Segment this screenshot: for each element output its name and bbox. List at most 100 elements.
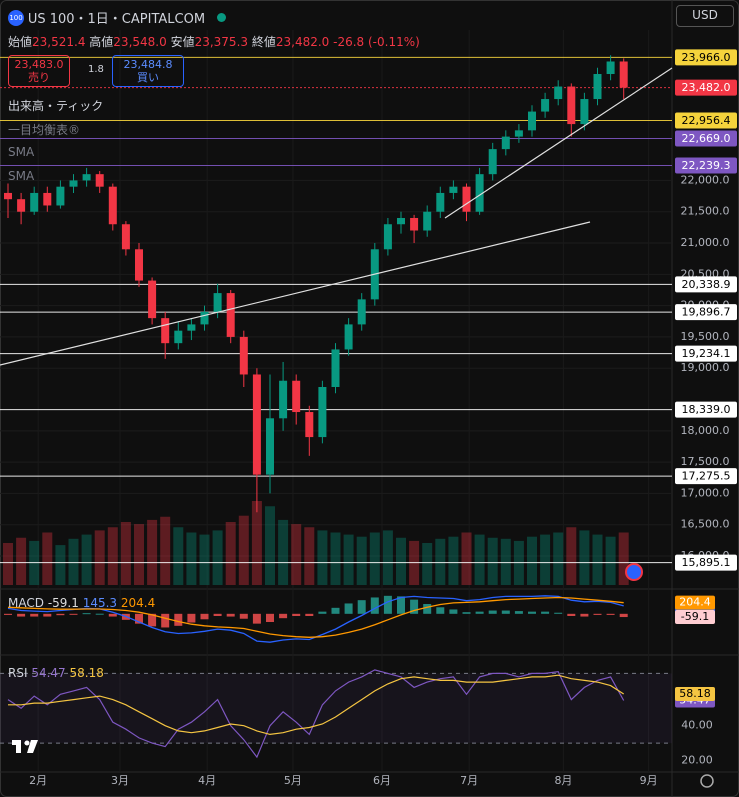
price-label: 19,896.7 xyxy=(682,306,731,319)
price-label-bg xyxy=(675,79,737,96)
currency-select[interactable]: USD xyxy=(676,5,734,27)
sell-button[interactable]: 23,483.0 売り xyxy=(8,55,70,87)
candle-body xyxy=(475,174,484,212)
macd-histogram-bar xyxy=(108,613,117,617)
ohlc-row: 始値23,521.4 高値23,548.0 安値23,375.3 終値23,48… xyxy=(8,33,420,50)
tv-logo xyxy=(12,740,38,753)
macd-histogram-bar xyxy=(370,597,379,614)
candle-body xyxy=(56,186,65,206)
price-label-bg xyxy=(675,345,737,362)
candle-body xyxy=(514,130,523,137)
macd-histogram-bar xyxy=(567,613,576,616)
volume-bar xyxy=(212,530,223,585)
change: -26.8 (-0.11%) xyxy=(333,35,420,49)
spread: 1.8 xyxy=(88,64,104,75)
macd-histogram-bar xyxy=(344,603,353,614)
macd-histogram-bar xyxy=(397,596,405,614)
macd-histogram-bar xyxy=(226,613,235,617)
ohlc-value: 23,375.3 xyxy=(194,35,249,49)
indicator-label[interactable]: SMA xyxy=(8,145,35,159)
trend-line[interactable] xyxy=(444,67,673,219)
y-tick-label: 16,500.0 xyxy=(681,518,730,531)
candle-body xyxy=(4,192,12,200)
volume-bar xyxy=(107,527,118,585)
volume-bar xyxy=(16,537,27,585)
buy-label: 買い xyxy=(137,71,159,84)
axis-value: -59.1 xyxy=(681,610,709,623)
macd-histogram-bar xyxy=(619,613,628,618)
candle-body xyxy=(200,311,209,325)
price-label: 23,966.0 xyxy=(682,51,731,64)
macd-histogram-bar xyxy=(331,607,340,614)
volume-bar xyxy=(120,522,131,585)
volume-bar xyxy=(186,532,197,585)
y-tick-label: 21,500.0 xyxy=(681,205,730,218)
macd-histogram-bar xyxy=(501,610,510,614)
trend-line[interactable] xyxy=(0,221,591,366)
candle-body xyxy=(121,224,130,250)
candle-body xyxy=(148,280,157,319)
volume-bar xyxy=(396,537,406,585)
sell-label: 売り xyxy=(28,71,50,84)
volume-bar xyxy=(42,532,53,585)
rsi-legend: RSI 54.47 58.18 xyxy=(8,666,104,680)
volume-bar xyxy=(382,530,393,585)
volume-bar xyxy=(527,536,537,585)
event-flag[interactable] xyxy=(625,563,643,581)
ohlc-value: 23,521.4 xyxy=(32,35,86,49)
macd-histogram-bar xyxy=(69,613,78,615)
candle-body xyxy=(331,349,340,387)
indicator-label[interactable]: 出来高・ティック xyxy=(8,99,104,113)
macd-histogram-bar xyxy=(135,613,143,624)
price-label: 15,895.1 xyxy=(682,556,731,569)
y-tick-label: 19,000.0 xyxy=(681,361,730,374)
volume-bar xyxy=(422,543,433,585)
candle-body xyxy=(593,74,602,100)
macd-histogram-bar xyxy=(17,613,26,617)
rsi-band xyxy=(0,673,672,744)
volume-bar xyxy=(3,543,13,585)
price-label: 18,339.0 xyxy=(682,403,731,416)
candle-body xyxy=(239,336,248,375)
symbol-title[interactable]: US 100・1日・CAPITALCOM xyxy=(27,12,206,27)
candle-body xyxy=(580,99,589,125)
x-tick-label: 3月 xyxy=(111,774,129,787)
x-tick-label: 7月 xyxy=(460,774,478,787)
macd-histogram-bar xyxy=(292,613,301,616)
macd-histogram-bar xyxy=(541,611,550,614)
ohlc-label: 終値 xyxy=(251,35,276,49)
candle-body xyxy=(292,380,301,413)
macd-histogram-bar xyxy=(475,611,484,614)
y-tick-label: 17,500.0 xyxy=(681,455,730,468)
indicator-label[interactable]: SMA xyxy=(8,169,35,183)
x-tick-label: 4月 xyxy=(198,774,216,787)
volume-bar xyxy=(251,501,262,585)
axis-value: 58.18 xyxy=(679,687,711,700)
volume-bar xyxy=(199,534,210,585)
macd-histogram-bar xyxy=(266,613,274,622)
settings-icon[interactable] xyxy=(700,774,714,788)
x-tick-label: 8月 xyxy=(554,774,572,787)
price-label-bg xyxy=(675,401,737,418)
candle-body xyxy=(423,211,432,231)
candle-body xyxy=(410,217,419,231)
price-label: 22,239.3 xyxy=(682,159,731,172)
y-tick-label: 19,500.0 xyxy=(681,330,730,343)
candle-body xyxy=(449,186,458,193)
symbol-bar: 100 US 100・1日・CAPITALCOM xyxy=(8,8,226,27)
volume-bar xyxy=(448,536,459,585)
ohlc-label: 始値 xyxy=(8,35,33,49)
macd-histogram-bar xyxy=(488,610,497,614)
candle-body xyxy=(344,324,353,350)
macd-histogram-bar xyxy=(449,609,458,614)
y-tick-label: 20.00 xyxy=(681,754,713,767)
volume-bar xyxy=(474,534,485,585)
volume-bar xyxy=(317,530,328,585)
candle-body xyxy=(488,149,497,175)
price-label: 19,234.1 xyxy=(682,347,731,360)
macd-histogram-bar xyxy=(239,613,248,619)
indicator-label[interactable]: 一目均衡表® xyxy=(8,123,81,137)
buy-button[interactable]: 23,484.8 買い xyxy=(112,55,184,87)
symbol-icon: 100 xyxy=(8,9,24,26)
candle-body xyxy=(528,111,536,131)
